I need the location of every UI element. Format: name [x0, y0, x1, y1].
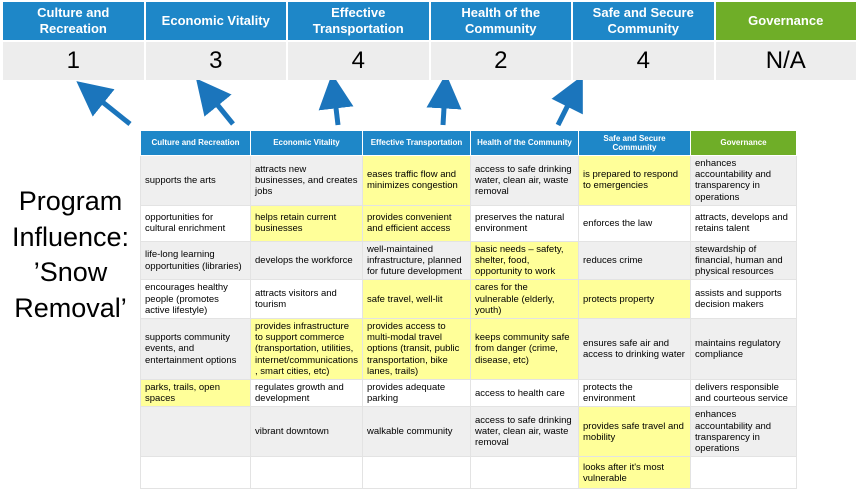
matrix-cell	[250, 456, 363, 489]
matrix-cell: enforces the law	[578, 204, 691, 242]
matrix-cell: vibrant downtown	[250, 406, 363, 458]
matrix-header-economic-vitality: Economic Vitality	[250, 130, 363, 156]
matrix-cell: walkable community	[362, 406, 471, 458]
table-row: encourages healthy people (promotes acti…	[140, 279, 797, 320]
matrix-cell: access to safe drinking water, clean air…	[470, 406, 579, 458]
matrix-header-row: Culture and Recreation Economic Vitality…	[140, 130, 797, 156]
matrix-cell	[690, 456, 797, 489]
matrix-cell: is prepared to respond to emergencies	[578, 155, 691, 206]
influence-arrows	[76, 80, 583, 127]
matrix-cell: encourages healthy people (promotes acti…	[140, 279, 251, 320]
scoreboard: Culture and Recreation 1 Economic Vitali…	[3, 2, 856, 80]
score-column-culture-and-recreation: Culture and Recreation 1	[3, 2, 144, 80]
matrix-cell: provides access to multi-modal travel op…	[362, 318, 471, 381]
matrix-cell: preserves the natural environment	[470, 204, 579, 242]
score-value: 4	[573, 42, 714, 80]
score-header: Effective Transportation	[288, 2, 429, 40]
matrix-cell: attracts, develops and retains talent	[690, 204, 797, 242]
matrix-cell: delivers responsible and courteous servi…	[690, 379, 797, 408]
matrix-cell	[140, 406, 251, 458]
score-value: 1	[3, 42, 144, 80]
table-row: supports community events, and entertain…	[140, 318, 797, 381]
matrix-table: Culture and Recreation Economic Vitality…	[140, 130, 797, 489]
matrix-cell: protects property	[578, 279, 691, 320]
score-column-economic-vitality: Economic Vitality 3	[145, 2, 286, 80]
score-column-safe-and-secure-community: Safe and Secure Community 4	[573, 2, 714, 80]
score-value: N/A	[715, 42, 856, 80]
matrix-cell: access to health care	[470, 379, 579, 408]
matrix-cell: provides adequate parking	[362, 379, 471, 408]
matrix-cell: enhances accountability and transparency…	[690, 406, 797, 458]
matrix-header-health-of-the-community: Health of the Community	[470, 130, 579, 156]
matrix-cell: provides safe travel and mobility	[578, 406, 691, 458]
matrix-cell: life-long learning opportunities (librar…	[140, 240, 251, 281]
page-title: Program Influence: ’Snow Removal’	[11, 186, 130, 323]
matrix-cell	[140, 456, 251, 489]
matrix-cell: safe travel, well-lit	[362, 279, 471, 320]
score-column-governance: Governance N/A	[715, 2, 856, 80]
score-header: Health of the Community	[430, 2, 571, 40]
matrix-header-effective-transportation: Effective Transportation	[362, 130, 471, 156]
score-column-health-of-the-community: Health of the Community 2	[430, 2, 571, 80]
table-row: looks after it's most vulnerable	[140, 456, 797, 489]
matrix-cell: maintains regulatory compliance	[690, 318, 797, 381]
matrix-cell: reduces crime	[578, 240, 691, 281]
influence-arrow	[551, 80, 583, 127]
matrix-cell: access to safe drinking water, clean air…	[470, 155, 579, 206]
matrix-cell: stewardship of financial, human and phys…	[690, 240, 797, 281]
matrix-cell: protects the environment	[578, 379, 691, 408]
table-row: supports the arts attracts new businesse…	[140, 155, 797, 206]
matrix-cell: well-maintained infrastructure, planned …	[362, 240, 471, 281]
matrix-cell: opportunities for cultural enrichment	[140, 204, 251, 242]
score-value: 2	[430, 42, 571, 80]
matrix-cell: cares for the vulnerable (elderly, youth…	[470, 279, 579, 320]
table-row: parks, trails, open spaces regulates gro…	[140, 379, 797, 408]
score-header: Governance	[715, 2, 856, 40]
matrix-cell: attracts visitors and tourism	[250, 279, 363, 320]
matrix-cell: helps retain current businesses	[250, 204, 363, 242]
matrix-cell: ensures safe air and access to drinking …	[578, 318, 691, 381]
matrix-cell: supports community events, and entertain…	[140, 318, 251, 381]
table-row: opportunities for cultural enrichment he…	[140, 204, 797, 242]
influence-arrow	[76, 81, 132, 126]
influence-arrow	[195, 80, 235, 126]
matrix-cell	[470, 456, 579, 489]
matrix-cell: looks after it's most vulnerable	[578, 456, 691, 489]
matrix-cell: assists and supports decision makers	[690, 279, 797, 320]
matrix-cell: keeps community safe from danger (crime,…	[470, 318, 579, 381]
matrix-cell: enhances accountability and transparency…	[690, 155, 797, 206]
matrix-cell	[362, 456, 471, 489]
matrix-header-culture-and-recreation: Culture and Recreation	[140, 130, 251, 156]
matrix-cell: provides infrastructure to support comme…	[250, 318, 363, 381]
matrix-cell: supports the arts	[140, 155, 251, 206]
matrix-cell: provides convenient and efficient access	[362, 204, 471, 242]
matrix-cell: basic needs – safety, shelter, food, opp…	[470, 240, 579, 281]
matrix-cell: attracts new businesses, and creates job…	[250, 155, 363, 206]
matrix-header-safe-and-secure-community: Safe and Secure Community	[578, 130, 691, 156]
score-header: Culture and Recreation	[3, 2, 144, 40]
matrix-cell: regulates growth and development	[250, 379, 363, 408]
influence-arrow	[426, 80, 462, 126]
score-header: Economic Vitality	[145, 2, 286, 40]
influence-arrow	[318, 80, 354, 126]
table-row: life-long learning opportunities (librar…	[140, 240, 797, 281]
matrix-cell: develops the workforce	[250, 240, 363, 281]
table-row: vibrant downtown walkable community acce…	[140, 406, 797, 458]
score-value: 4	[288, 42, 429, 80]
score-column-effective-transportation: Effective Transportation 4	[288, 2, 429, 80]
matrix-header-governance: Governance	[690, 130, 797, 156]
score-header: Safe and Secure Community	[573, 2, 714, 40]
matrix-cell: parks, trails, open spaces	[140, 379, 251, 408]
matrix-cell: eases traffic flow and minimizes congest…	[362, 155, 471, 206]
score-value: 3	[145, 42, 286, 80]
